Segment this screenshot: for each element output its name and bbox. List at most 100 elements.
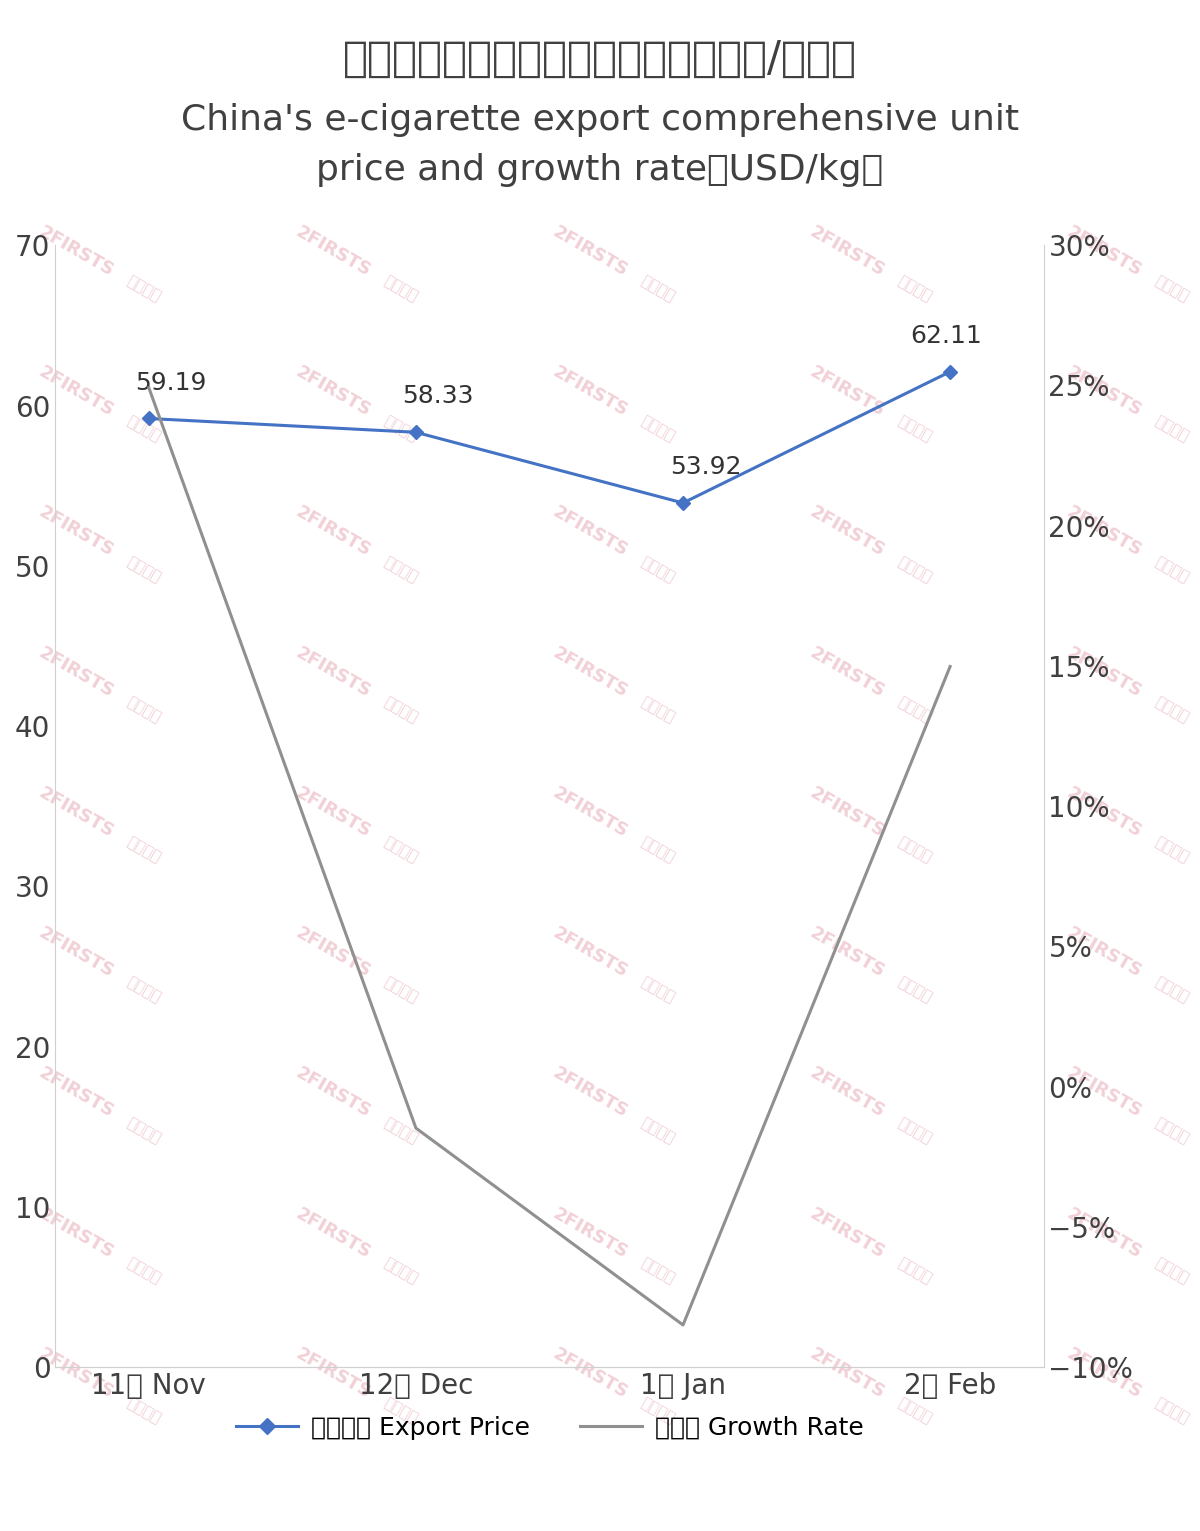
Text: 两个至上: 两个至上 <box>125 274 163 305</box>
Text: 2FIRSTS: 2FIRSTS <box>36 1344 116 1402</box>
Text: 2FIRSTS: 2FIRSTS <box>806 643 888 701</box>
Text: 2FIRSTS: 2FIRSTS <box>293 1344 374 1402</box>
Text: 59.19: 59.19 <box>136 371 206 395</box>
Text: 两个至上: 两个至上 <box>1152 694 1192 726</box>
Text: 2FIRSTS: 2FIRSTS <box>36 224 116 280</box>
Text: 2FIRSTS: 2FIRSTS <box>1063 1344 1145 1402</box>
Text: 2FIRSTS: 2FIRSTS <box>293 504 374 560</box>
Text: 2FIRSTS: 2FIRSTS <box>550 643 631 701</box>
Text: 两个至上: 两个至上 <box>125 694 163 726</box>
Text: 2FIRSTS: 2FIRSTS <box>293 1205 374 1262</box>
Text: 两个至上: 两个至上 <box>382 694 420 726</box>
Text: 2FIRSTS: 2FIRSTS <box>806 784 888 841</box>
Text: 两个至上: 两个至上 <box>895 834 935 865</box>
出口单价 Export Price <box>409 423 424 441</box>
出口单价 Export Price <box>676 495 690 513</box>
Line: 增长率 Growth Rate: 增长率 Growth Rate <box>149 387 950 1324</box>
Text: 两个至上: 两个至上 <box>125 554 163 585</box>
Text: 2FIRSTS: 2FIRSTS <box>550 1205 631 1262</box>
Text: 2FIRSTS: 2FIRSTS <box>293 643 374 701</box>
Text: 2FIRSTS: 2FIRSTS <box>550 784 631 841</box>
Text: 两个至上: 两个至上 <box>638 554 678 585</box>
Text: 两个至上: 两个至上 <box>1152 1255 1192 1286</box>
Text: 两个至上: 两个至上 <box>1152 1115 1192 1145</box>
Text: 53.92: 53.92 <box>670 455 742 479</box>
Text: 两个至上: 两个至上 <box>382 1255 420 1286</box>
Text: 两个至上: 两个至上 <box>638 413 678 446</box>
Text: 2FIRSTS: 2FIRSTS <box>36 504 116 560</box>
出口单价 Export Price <box>142 409 156 427</box>
Text: 两个至上: 两个至上 <box>382 274 420 305</box>
Text: 2FIRSTS: 2FIRSTS <box>806 1064 888 1122</box>
Text: 两个至上: 两个至上 <box>125 1115 163 1145</box>
Text: 两个至上: 两个至上 <box>895 554 935 585</box>
Text: 2FIRSTS: 2FIRSTS <box>1063 363 1145 421</box>
Text: 2FIRSTS: 2FIRSTS <box>293 784 374 841</box>
Text: 2FIRSTS: 2FIRSTS <box>1063 784 1145 841</box>
增长率 Growth Rate <box>142 378 156 397</box>
Text: 2FIRSTS: 2FIRSTS <box>293 363 374 421</box>
Text: 两个至上: 两个至上 <box>1152 1395 1192 1427</box>
Text: 2FIRSTS: 2FIRSTS <box>293 224 374 280</box>
增长率 Growth Rate <box>943 657 958 675</box>
Text: 两个至上: 两个至上 <box>895 694 935 726</box>
Text: 2FIRSTS: 2FIRSTS <box>806 1344 888 1402</box>
Text: 两个至上: 两个至上 <box>895 974 935 1006</box>
Text: 2FIRSTS: 2FIRSTS <box>293 1064 374 1122</box>
Text: 2FIRSTS: 2FIRSTS <box>1063 224 1145 280</box>
Text: 两个至上: 两个至上 <box>1152 274 1192 305</box>
Text: 两个至上: 两个至上 <box>638 834 678 865</box>
Legend: 出口单价 Export Price, 增长率 Growth Rate: 出口单价 Export Price, 增长率 Growth Rate <box>226 1405 874 1450</box>
Text: 2FIRSTS: 2FIRSTS <box>1063 1064 1145 1122</box>
Text: 两个至上: 两个至上 <box>895 413 935 446</box>
Text: 2FIRSTS: 2FIRSTS <box>36 784 116 841</box>
Text: 中国电子烟出口综合单价及增速（美元/千克）: 中国电子烟出口综合单价及增速（美元/千克） <box>343 38 857 80</box>
Text: 2FIRSTS: 2FIRSTS <box>550 1064 631 1122</box>
Text: 两个至上: 两个至上 <box>125 1395 163 1427</box>
Text: 两个至上: 两个至上 <box>638 1255 678 1286</box>
Text: 两个至上: 两个至上 <box>895 274 935 305</box>
Text: 2FIRSTS: 2FIRSTS <box>1063 643 1145 701</box>
增长率 Growth Rate <box>409 1119 424 1138</box>
Text: 两个至上: 两个至上 <box>382 413 420 446</box>
Text: 2FIRSTS: 2FIRSTS <box>36 643 116 701</box>
Text: 2FIRSTS: 2FIRSTS <box>550 224 631 280</box>
Text: 两个至上: 两个至上 <box>125 834 163 865</box>
Text: 两个至上: 两个至上 <box>638 694 678 726</box>
Text: 两个至上: 两个至上 <box>382 974 420 1006</box>
Text: 两个至上: 两个至上 <box>1152 554 1192 585</box>
Text: 两个至上: 两个至上 <box>1152 413 1192 446</box>
Text: 2FIRSTS: 2FIRSTS <box>36 1064 116 1122</box>
Text: 两个至上: 两个至上 <box>638 1395 678 1427</box>
Text: price and growth rate（USD/kg）: price and growth rate（USD/kg） <box>317 153 883 187</box>
Text: 两个至上: 两个至上 <box>125 974 163 1006</box>
Text: 两个至上: 两个至上 <box>125 1255 163 1286</box>
Text: 2FIRSTS: 2FIRSTS <box>1063 1205 1145 1262</box>
Text: 58.33: 58.33 <box>402 384 474 409</box>
Text: 2FIRSTS: 2FIRSTS <box>550 1344 631 1402</box>
Text: 两个至上: 两个至上 <box>638 274 678 305</box>
Text: 两个至上: 两个至上 <box>382 554 420 585</box>
Text: 两个至上: 两个至上 <box>895 1395 935 1427</box>
Text: 两个至上: 两个至上 <box>638 1115 678 1145</box>
Text: 两个至上: 两个至上 <box>125 413 163 446</box>
Text: 两个至上: 两个至上 <box>1152 974 1192 1006</box>
Text: 2FIRSTS: 2FIRSTS <box>36 363 116 421</box>
Line: 出口单价 Export Price: 出口单价 Export Price <box>144 367 955 508</box>
Text: 2FIRSTS: 2FIRSTS <box>36 1205 116 1262</box>
Text: 2FIRSTS: 2FIRSTS <box>806 1205 888 1262</box>
增长率 Growth Rate <box>676 1315 690 1334</box>
Text: 两个至上: 两个至上 <box>895 1115 935 1145</box>
Text: 两个至上: 两个至上 <box>382 834 420 865</box>
Text: 2FIRSTS: 2FIRSTS <box>806 923 888 981</box>
出口单价 Export Price <box>943 363 958 381</box>
Text: 2FIRSTS: 2FIRSTS <box>806 504 888 560</box>
Text: 2FIRSTS: 2FIRSTS <box>806 363 888 421</box>
Text: 2FIRSTS: 2FIRSTS <box>1063 504 1145 560</box>
Text: 2FIRSTS: 2FIRSTS <box>36 923 116 981</box>
Text: 两个至上: 两个至上 <box>895 1255 935 1286</box>
Text: 62.11: 62.11 <box>910 325 982 348</box>
Text: 2FIRSTS: 2FIRSTS <box>1063 923 1145 981</box>
Text: 2FIRSTS: 2FIRSTS <box>293 923 374 981</box>
Text: China's e-cigarette export comprehensive unit: China's e-cigarette export comprehensive… <box>181 103 1019 136</box>
